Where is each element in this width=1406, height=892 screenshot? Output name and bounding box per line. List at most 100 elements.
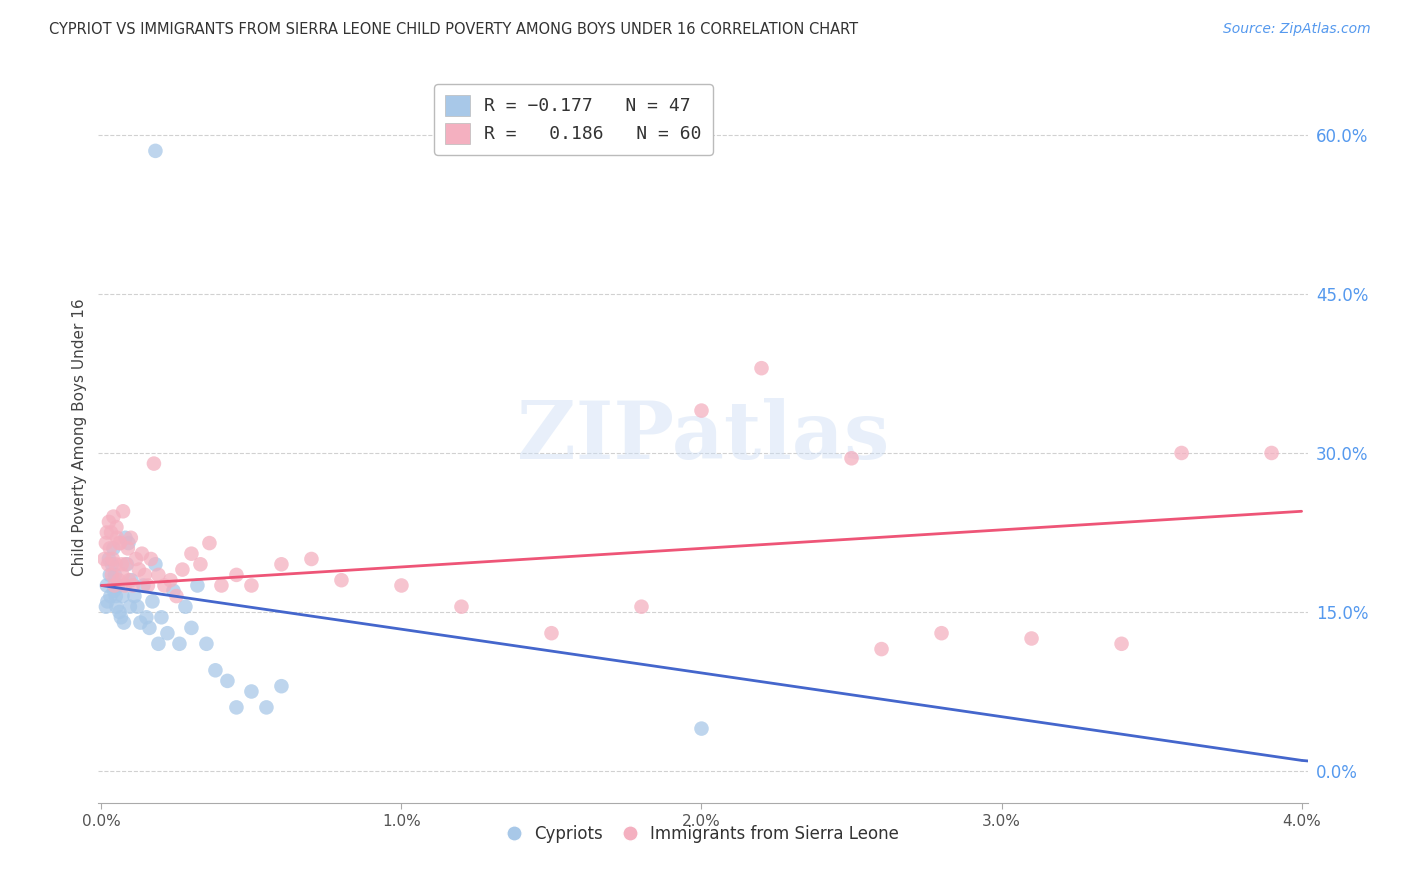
Point bbox=[172, 563, 194, 577]
Point bbox=[94, 536, 117, 550]
Point bbox=[112, 615, 135, 630]
Point bbox=[114, 531, 136, 545]
Point bbox=[118, 573, 141, 587]
Point bbox=[108, 536, 131, 550]
Point bbox=[103, 509, 125, 524]
Point bbox=[115, 558, 138, 572]
Point bbox=[96, 525, 118, 540]
Point bbox=[138, 621, 160, 635]
Point bbox=[120, 573, 142, 587]
Point bbox=[1260, 446, 1282, 460]
Point bbox=[156, 626, 179, 640]
Point bbox=[1111, 637, 1133, 651]
Point bbox=[125, 552, 148, 566]
Point bbox=[225, 700, 247, 714]
Point bbox=[105, 531, 128, 545]
Point bbox=[105, 599, 128, 614]
Legend: Cypriots, Immigrants from Sierra Leone: Cypriots, Immigrants from Sierra Leone bbox=[501, 818, 905, 849]
Point bbox=[111, 567, 134, 582]
Point bbox=[98, 567, 121, 582]
Point bbox=[127, 599, 149, 614]
Point bbox=[111, 504, 134, 518]
Point bbox=[169, 637, 191, 651]
Point bbox=[690, 403, 713, 417]
Point bbox=[630, 599, 652, 614]
Point bbox=[165, 589, 187, 603]
Point bbox=[217, 673, 239, 688]
Point bbox=[104, 589, 127, 603]
Point bbox=[209, 578, 232, 592]
Point bbox=[129, 615, 152, 630]
Point bbox=[108, 605, 131, 619]
Point bbox=[103, 583, 125, 598]
Point bbox=[1021, 632, 1043, 646]
Point bbox=[841, 451, 863, 466]
Point bbox=[150, 610, 173, 624]
Point bbox=[540, 626, 562, 640]
Point bbox=[751, 361, 773, 376]
Point bbox=[111, 589, 134, 603]
Point bbox=[96, 578, 118, 592]
Point bbox=[104, 567, 127, 582]
Point bbox=[186, 578, 208, 592]
Point bbox=[139, 552, 162, 566]
Point bbox=[101, 552, 124, 566]
Point bbox=[96, 594, 118, 608]
Point bbox=[118, 599, 141, 614]
Point bbox=[159, 573, 181, 587]
Text: ZIPatlas: ZIPatlas bbox=[517, 398, 889, 476]
Point bbox=[240, 578, 263, 592]
Point bbox=[180, 621, 202, 635]
Point bbox=[153, 578, 176, 592]
Text: Source: ZipAtlas.com: Source: ZipAtlas.com bbox=[1223, 22, 1371, 37]
Point bbox=[391, 578, 413, 592]
Point bbox=[108, 573, 131, 587]
Point bbox=[107, 578, 129, 592]
Point bbox=[100, 589, 122, 603]
Point bbox=[145, 144, 167, 158]
Point bbox=[132, 578, 155, 592]
Point bbox=[122, 578, 145, 592]
Point bbox=[450, 599, 472, 614]
Point bbox=[301, 552, 323, 566]
Point bbox=[97, 552, 120, 566]
Point bbox=[103, 578, 125, 592]
Point bbox=[117, 536, 139, 550]
Point bbox=[180, 547, 202, 561]
Point bbox=[120, 531, 142, 545]
Point bbox=[104, 558, 127, 572]
Point bbox=[135, 610, 157, 624]
Point bbox=[931, 626, 953, 640]
Point bbox=[270, 558, 292, 572]
Point bbox=[105, 520, 128, 534]
Point bbox=[162, 583, 184, 598]
Point bbox=[225, 567, 247, 582]
Point bbox=[101, 558, 124, 572]
Point bbox=[131, 547, 153, 561]
Point bbox=[136, 578, 159, 592]
Point bbox=[145, 558, 167, 572]
Point bbox=[270, 679, 292, 693]
Point bbox=[97, 515, 120, 529]
Point bbox=[198, 536, 221, 550]
Point bbox=[190, 558, 212, 572]
Point bbox=[1170, 446, 1192, 460]
Point bbox=[148, 567, 170, 582]
Point bbox=[110, 610, 132, 624]
Point bbox=[141, 594, 163, 608]
Point bbox=[256, 700, 278, 714]
Point bbox=[94, 599, 117, 614]
Point bbox=[240, 684, 263, 698]
Point bbox=[111, 558, 134, 572]
Point bbox=[97, 558, 120, 572]
Point bbox=[124, 589, 146, 603]
Point bbox=[195, 637, 218, 651]
Y-axis label: Child Poverty Among Boys Under 16: Child Poverty Among Boys Under 16 bbox=[72, 298, 87, 576]
Point bbox=[870, 642, 893, 657]
Point bbox=[142, 457, 165, 471]
Point bbox=[134, 567, 156, 582]
Point bbox=[174, 599, 197, 614]
Point bbox=[114, 578, 136, 592]
Point bbox=[330, 573, 353, 587]
Point bbox=[93, 552, 115, 566]
